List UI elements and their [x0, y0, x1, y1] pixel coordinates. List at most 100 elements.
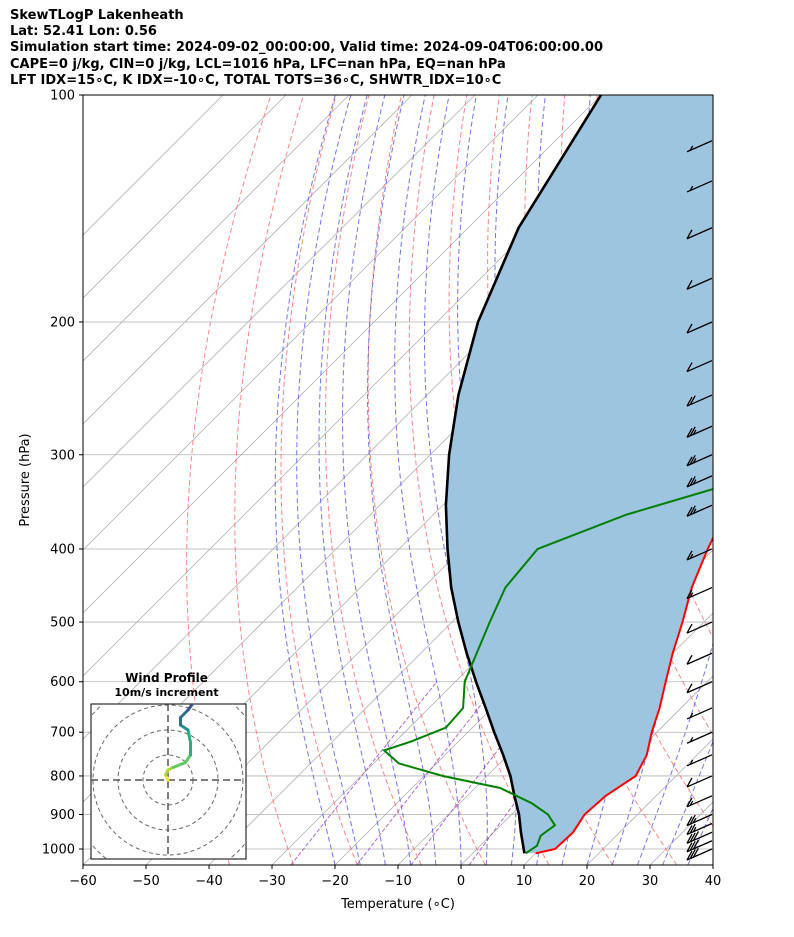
x-tick-label: −20 — [321, 874, 348, 889]
x-tick-label: 30 — [642, 874, 659, 889]
dry-adiabat — [234, 95, 305, 865]
moist-adiabat — [296, 95, 361, 865]
hodograph-segment — [171, 761, 187, 769]
y-tick-label: 900 — [50, 808, 75, 823]
y-tick-label: 200 — [50, 315, 75, 330]
hodograph-subtitle: 10m/s increment — [114, 686, 218, 699]
cape-shading-layer — [445, 95, 713, 854]
wind-barb — [686, 394, 713, 407]
wind-barb — [686, 707, 713, 720]
x-axis-label: Temperature (∘C) — [340, 897, 455, 912]
x-tick-label: −30 — [258, 874, 285, 889]
x-tick-label: 0 — [457, 874, 465, 889]
wind-barb — [686, 839, 713, 853]
isotherm-gridline — [712, 864, 713, 865]
moist-adiabat — [274, 95, 336, 865]
dry-adiabat — [367, 95, 486, 865]
wind-barb — [686, 822, 713, 836]
hodograph-title: Wind Profile — [125, 671, 208, 685]
hodograph-segment — [179, 708, 190, 719]
dry-adiabat — [324, 95, 422, 865]
isotherm-gridline — [83, 95, 476, 488]
moist-adiabat — [662, 740, 713, 865]
wind-barb — [686, 475, 713, 488]
dry-adiabat — [728, 95, 794, 865]
chart-header: SkewTLogP Lakenheath Lat: 52.41 Lon: 0.5… — [10, 8, 603, 89]
y-tick-label: 400 — [50, 542, 75, 557]
wind-barb — [686, 321, 713, 334]
isotherm-gridline — [83, 95, 350, 362]
x-tick-label: −10 — [384, 874, 411, 889]
moist-adiabat — [367, 95, 437, 865]
wind-barbs — [686, 140, 713, 861]
wind-barb — [686, 795, 713, 808]
cape-shading — [445, 95, 713, 854]
x-tick-label: 20 — [579, 874, 596, 889]
wind-barb — [686, 621, 713, 634]
wind-barb — [686, 227, 713, 240]
x-tick-label: 10 — [516, 874, 533, 889]
hodograph-segment — [186, 728, 192, 744]
y-tick-label: 1000 — [42, 843, 75, 858]
moist-adiabat — [394, 95, 462, 865]
x-tick-label: −50 — [132, 874, 159, 889]
dewpoint-line — [382, 488, 713, 855]
hodograph-segment — [179, 723, 190, 732]
wind-barb — [686, 180, 713, 193]
x-tick-label: 40 — [705, 874, 722, 889]
indices-line: LFT IDX=15∘C, K IDX=-10∘C, TOTAL TOTS=36… — [10, 72, 502, 88]
x-tick-label: −40 — [195, 874, 222, 889]
moist-adiabat — [687, 807, 713, 865]
mixing-ratio-line — [356, 681, 500, 865]
dry-adiabat — [280, 95, 358, 865]
y-tick-label: 300 — [50, 448, 75, 463]
mixing-ratio-line — [410, 681, 551, 865]
y-tick-label: 100 — [50, 89, 75, 104]
dry-adiabat — [760, 95, 794, 865]
y-axis-label: Pressure (hPa) — [18, 433, 33, 526]
y-tick-label: 700 — [50, 726, 75, 741]
simulation-time-line: Simulation start time: 2024-09-02_00:00:… — [10, 40, 603, 56]
wind-barb — [686, 831, 713, 844]
wind-barb — [686, 277, 713, 290]
isotherm-gridline — [83, 95, 602, 614]
wind-barb — [686, 548, 713, 561]
wind-barb — [686, 454, 713, 467]
y-tick-label: 600 — [50, 675, 75, 690]
temperature-line — [535, 535, 713, 855]
moist-adiabat — [636, 95, 713, 865]
wind-barb — [686, 775, 713, 788]
wind-barb — [686, 140, 713, 153]
dry-adiabat — [487, 95, 678, 865]
hodograph-segment — [186, 704, 195, 712]
wind-barb — [686, 847, 713, 861]
isotherm-gridline — [523, 675, 713, 865]
moist-adiabat — [424, 95, 488, 865]
y-tick-label: 800 — [50, 769, 75, 784]
wind-barb — [686, 359, 713, 373]
wind-barb — [686, 731, 713, 744]
dry-adiabat — [408, 95, 550, 865]
chart-title: SkewTLogP Lakenheath — [10, 8, 184, 23]
x-tick-label: −60 — [69, 874, 96, 889]
moist-adiabat — [712, 863, 713, 865]
moist-adiabat — [318, 95, 386, 865]
isotherm-gridline — [334, 486, 713, 865]
wind-barb — [686, 504, 713, 517]
isotherm-gridline — [83, 95, 413, 425]
cape-line: CAPE=0 j/kg, CIN=0 j/kg, LCL=1016 hPa, L… — [10, 56, 506, 72]
isotherm-gridline — [83, 95, 287, 299]
hodograph-segment — [184, 753, 192, 764]
wind-barb — [686, 813, 713, 827]
series-layer — [382, 95, 713, 855]
y-tick-label: 500 — [50, 616, 75, 631]
isotherm-gridline — [83, 95, 539, 551]
wind-barb — [686, 754, 713, 767]
wind-barb — [686, 586, 713, 600]
isotherm-gridline — [83, 95, 224, 236]
wind-barb — [686, 681, 713, 694]
moist-adiabat — [342, 95, 412, 865]
wind-barb — [686, 425, 713, 438]
